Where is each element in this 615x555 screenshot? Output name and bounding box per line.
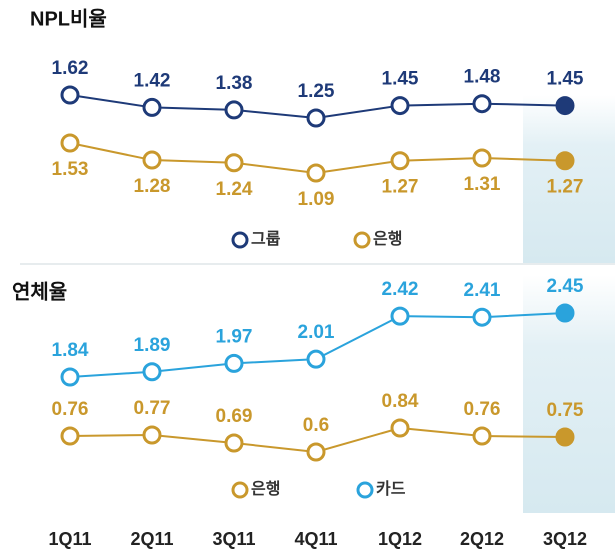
legend-marker (353, 231, 371, 249)
marker (555, 151, 575, 171)
data-label: 1.24 (216, 179, 253, 200)
data-label: 1.48 (464, 67, 501, 88)
data-label: 1.38 (216, 73, 253, 94)
data-label: 1.27 (547, 177, 584, 198)
chart-title: NPL비율 (30, 7, 107, 30)
legend-marker (231, 481, 249, 499)
marker (472, 94, 492, 114)
legend-marker (231, 231, 249, 249)
data-label: 0.77 (134, 398, 171, 419)
data-label: 1.45 (547, 69, 584, 90)
legend-label: 은행 (373, 230, 402, 248)
marker (60, 85, 80, 105)
marker (390, 306, 410, 326)
data-label: 1.09 (298, 189, 335, 210)
marker (224, 153, 244, 173)
data-label: 1.97 (216, 326, 253, 347)
x-tick-label: 4Q11 (294, 529, 337, 549)
marker (224, 353, 244, 373)
marker (306, 442, 326, 462)
data-label: 2.45 (547, 276, 584, 297)
chart-title: 연체율 (12, 280, 67, 303)
highlight (523, 95, 615, 263)
data-label: 0.84 (382, 391, 419, 412)
legend-marker (356, 481, 374, 499)
marker (60, 426, 80, 446)
data-label: 1.31 (464, 174, 501, 195)
data-label: 1.53 (52, 159, 89, 180)
legend-label: 카드 (376, 480, 406, 498)
data-label: 1.28 (134, 176, 171, 197)
data-label: 1.84 (52, 340, 89, 361)
marker (390, 151, 410, 171)
data-label: 0.6 (303, 415, 329, 436)
data-label: 1.62 (52, 58, 89, 79)
data-label: 0.76 (52, 399, 89, 420)
x-tick-label: 2Q12 (460, 529, 504, 549)
data-label: 0.76 (464, 399, 501, 420)
marker (306, 349, 326, 369)
legend-label: 은행 (251, 480, 280, 498)
marker (390, 418, 410, 438)
marker (472, 148, 492, 168)
x-tick-label: 3Q11 (212, 529, 255, 549)
marker (224, 100, 244, 120)
data-label: 2.42 (382, 279, 419, 300)
marker (390, 96, 410, 116)
marker (142, 425, 162, 445)
marker (306, 163, 326, 183)
data-label: 2.41 (464, 280, 501, 301)
marker (142, 97, 162, 117)
marker (224, 433, 244, 453)
marker (555, 303, 575, 323)
x-tick-label: 1Q11 (48, 529, 91, 549)
marker (472, 307, 492, 327)
marker (306, 108, 326, 128)
data-label: 1.89 (134, 335, 171, 356)
marker (472, 426, 492, 446)
marker (142, 150, 162, 170)
marker (60, 367, 80, 387)
data-label: 1.42 (134, 70, 171, 91)
marker (60, 133, 80, 153)
marker (555, 96, 575, 116)
data-label: 1.45 (382, 69, 419, 90)
x-tick-label: 3Q12 (543, 529, 587, 549)
data-label: 0.75 (547, 400, 584, 421)
data-label: 0.69 (216, 406, 253, 427)
legend-label: 그룹 (251, 230, 281, 248)
x-tick-label: 1Q12 (378, 529, 422, 549)
data-label: 2.01 (298, 322, 335, 343)
marker (555, 427, 575, 447)
data-label: 1.27 (382, 177, 419, 198)
x-tick-label: 2Q11 (130, 529, 173, 549)
marker (142, 362, 162, 382)
data-label: 1.25 (298, 81, 335, 102)
